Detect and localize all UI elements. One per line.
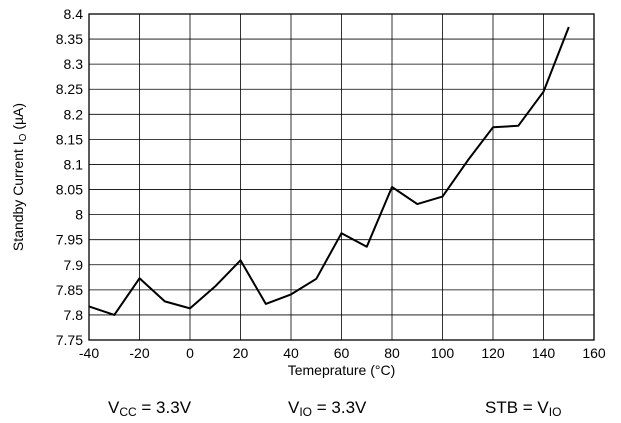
- condition-vio-main: V: [288, 398, 300, 417]
- condition-vcc-sub: CC: [119, 405, 137, 419]
- condition-vcc: VCC = 3.3V: [108, 398, 191, 419]
- y-tick-label: 8.35: [56, 31, 83, 47]
- condition-stb: STB = VIO: [485, 398, 561, 419]
- x-tick-label: 40: [283, 345, 299, 361]
- x-tick-label: 160: [582, 345, 606, 361]
- x-tick-label: -40: [79, 345, 99, 361]
- y-tick-label: 8.25: [56, 81, 83, 97]
- x-tick-label: 0: [186, 345, 194, 361]
- x-tick-label: -20: [129, 345, 149, 361]
- series-line: [88, 26, 570, 316]
- y-tick-label: 8: [75, 207, 83, 223]
- x-tick-label: 100: [431, 345, 455, 361]
- x-tick-label: 80: [384, 345, 400, 361]
- y-tick-labels: 7.75 7.8 7.85 7.9 7.95 8 8.05 8.1 8.15 8.2 8.25 8.3…: [56, 6, 83, 348]
- condition-vio-sub: IO: [299, 405, 313, 419]
- y-tick-label: 8.3: [64, 56, 84, 72]
- y-axis-title: Standby Current IO (µA): [10, 103, 29, 251]
- grid: [88, 13, 595, 341]
- plot-frame: [88, 13, 595, 341]
- y-axis-title-sub: O: [18, 133, 29, 141]
- y-tick-label: 8.15: [56, 131, 83, 147]
- x-tick-label: 20: [233, 345, 249, 361]
- x-tick-label: 140: [532, 345, 556, 361]
- y-axis-title-main: Standby Current I: [10, 141, 26, 251]
- y-tick-label: 7.85: [56, 282, 83, 298]
- y-tick-label: 8.1: [64, 156, 84, 172]
- series-layer: [88, 26, 570, 316]
- x-tick-labels: -40 -20 0 20 40 60 80 100 120 140 160: [79, 345, 606, 361]
- x-axis-title: Temeprature (°C): [288, 362, 396, 378]
- condition-stb-main: STB = V: [485, 398, 549, 417]
- y-tick-label: 8.05: [56, 182, 83, 198]
- condition-vcc-value: = 3.3V: [136, 398, 192, 417]
- y-tick-label: 7.8: [64, 307, 84, 323]
- y-tick-label: 8.4: [64, 6, 84, 22]
- condition-vio: VIO = 3.3V: [288, 398, 366, 419]
- y-axis-title-unit: (µA): [10, 103, 26, 134]
- y-tick-label: 7.95: [56, 232, 83, 248]
- condition-stb-sub: IO: [548, 405, 562, 419]
- y-tick-label: 7.9: [64, 257, 84, 273]
- x-tick-label: 60: [334, 345, 350, 361]
- condition-vio-value: = 3.3V: [312, 398, 367, 417]
- y-tick-label: 7.75: [56, 332, 83, 348]
- x-tick-label: 120: [481, 345, 505, 361]
- condition-vcc-main: V: [108, 398, 120, 417]
- y-tick-label: 8.2: [64, 106, 84, 122]
